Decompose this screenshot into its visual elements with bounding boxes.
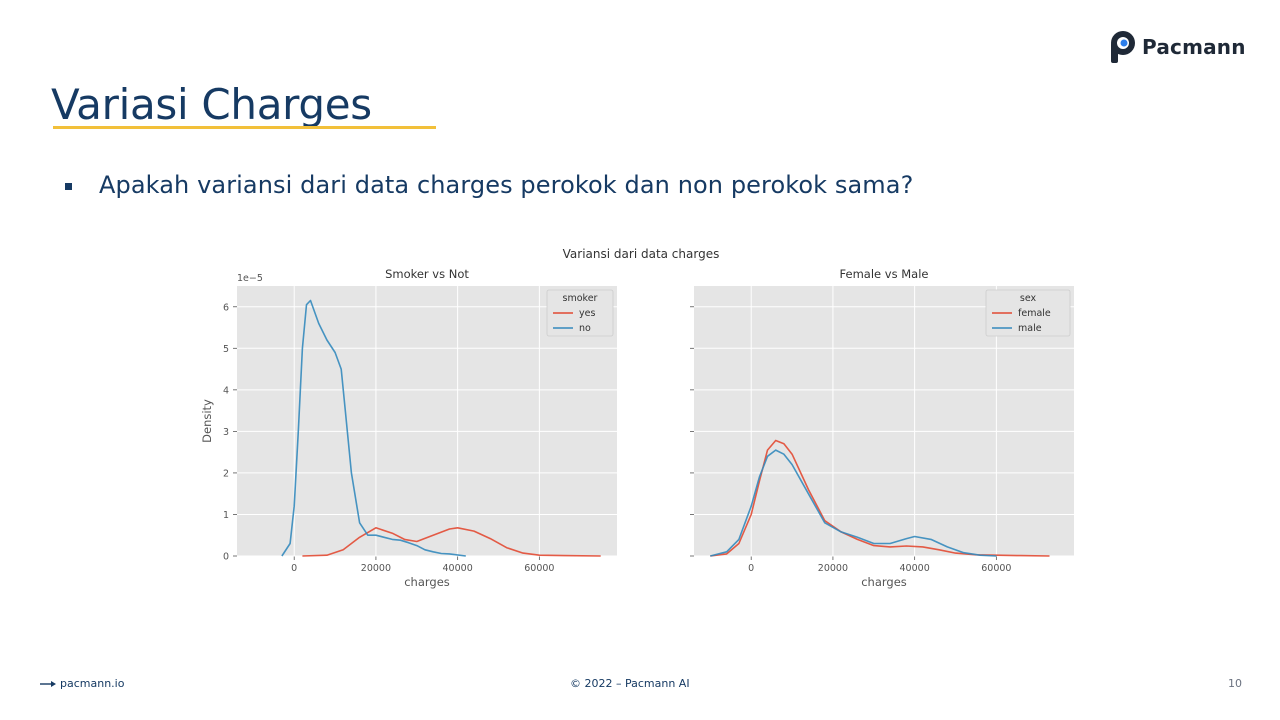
chart1-y-tick-label: 4 [223,385,229,396]
chart1-title: Smoker vs Not [385,267,469,281]
chart1-x-tick-label: 20000 [361,563,391,574]
chart1-series-yes [302,527,601,557]
chart1-y-offset-text: 1e−5 [237,273,263,284]
chart1-legend-label-yes: yes [579,308,595,319]
footer-copyright: © 2022 – Pacmann AI [570,677,690,690]
chart1-legend-label-no: no [579,323,591,334]
chart2-x-axis-label: charges [861,575,907,589]
chart2-legend-label-female: female [1018,308,1051,319]
bullet-question: Apakah variansi dari data charges peroko… [99,171,914,199]
chart1-x-tick-label: 60000 [524,563,554,574]
chart1-y-tick-label: 3 [223,427,229,438]
chart2-x-tick-label: 60000 [981,563,1011,574]
page-number: 10 [1228,677,1242,690]
brand-name: Pacmann [1142,35,1246,59]
footer-link-text: pacmann.io [60,677,125,690]
chart2-x-tick-label: 20000 [818,563,848,574]
bullet-marker [65,183,72,190]
chart2-x-tick-label: 0 [748,563,754,574]
chart1-legend-title: smoker [563,293,598,304]
chart1-y-tick-label: 2 [223,468,229,479]
pacmann-logo-icon [1111,31,1135,63]
chart2-title: Female vs Male [840,267,929,281]
arrow-right-icon [40,680,56,687]
chart1-x-axis-label: charges [404,575,450,589]
slide-title: Variasi Charges [51,80,372,129]
chart2-legend-label-male: male [1018,323,1042,334]
footer-link[interactable]: pacmann.io [40,677,124,690]
chart2-legend-title: sex [1020,293,1037,304]
chart1-x-tick-label: 40000 [443,563,473,574]
pacmann-logo: Pacmann [1110,30,1246,64]
chart1-legend-box [546,289,614,337]
chart2-legend-box [985,289,1071,337]
chart2-series-male [710,449,997,557]
chart1-y-axis-label: Density [200,399,214,443]
figure-suptitle: Variansi dari data charges [563,247,720,261]
chart1-y-tick-label: 5 [223,344,229,355]
title-underline [53,126,436,129]
chart2-x-tick-label: 40000 [900,563,930,574]
chart1-y-tick-label: 0 [223,552,229,563]
chart1-y-tick-label: 6 [223,302,229,313]
chart1-series-no [281,299,466,557]
chart1-y-tick-label: 1 [223,510,229,521]
chart1-x-tick-label: 0 [291,563,297,574]
